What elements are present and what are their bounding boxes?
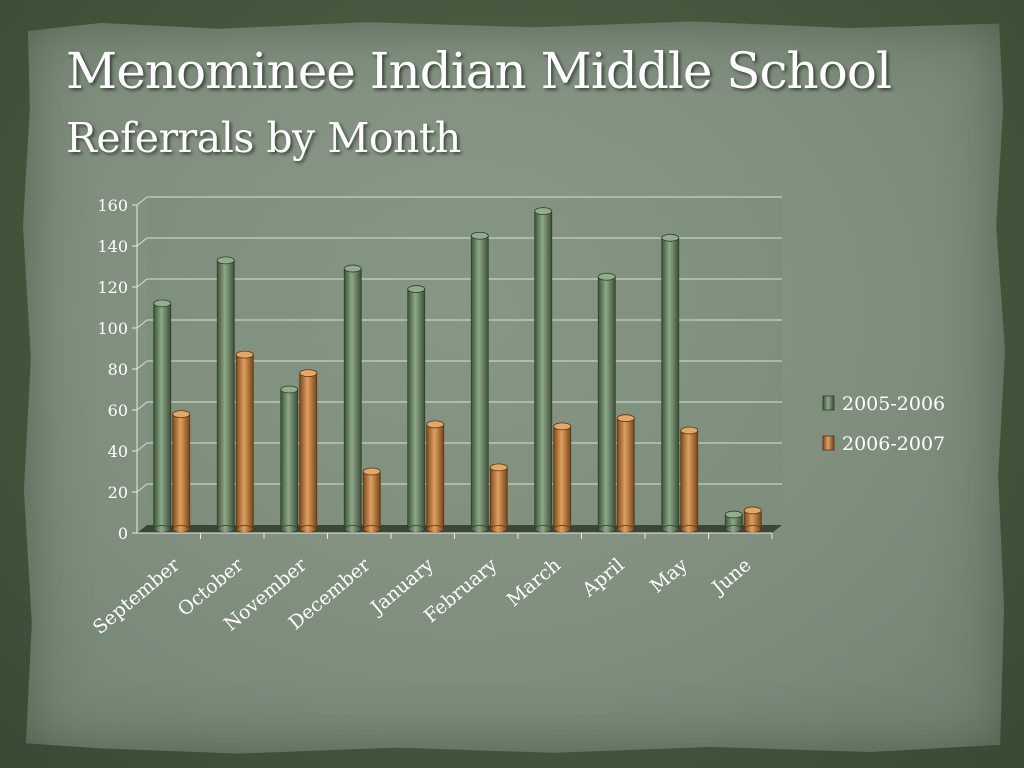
bar-top-2006-2007-November [299,369,318,378]
bar-base-2006-2007-March [553,525,572,533]
bar-base-2005-2006-March [534,525,553,533]
bar-2006-2007-December [362,471,381,530]
legend-label-2005-2006: 2005-2006 [842,393,945,415]
bar-base-2006-2007-April [616,525,635,533]
bar-2005-2006-March [534,210,553,530]
y-tick-label: 80 [108,360,128,379]
bar-base-2006-2007-January [426,525,445,533]
x-tick-label: March [503,554,565,611]
x-tick-label: April [577,554,628,602]
legend-swatch-2006-2007 [822,435,835,451]
bar-top-2006-2007-March [553,422,572,431]
bar-2006-2007-May [680,430,699,530]
bar-top-2005-2006-June [724,510,743,519]
y-tick-label: 140 [97,237,128,256]
bar-top-2006-2007-December [362,467,381,476]
bar-base-2005-2006-June [724,525,743,533]
grid-line-side [136,442,148,452]
grid-line-side [136,278,148,288]
slide-subtitle: Referrals by Month [66,114,461,162]
bar-base-2005-2006-January [407,525,426,533]
bar-base-2005-2006-October [216,525,235,533]
grid-line-side [136,319,148,329]
bar-base-2006-2007-February [489,525,508,533]
bar-top-2005-2006-March [534,207,553,216]
slide-title: Menominee Indian Middle School [66,42,892,100]
bar-base-2006-2007-November [299,525,318,533]
y-tick-label: 160 [97,196,128,215]
x-tick-label: May [646,554,692,598]
bar-2005-2006-January [407,288,426,530]
bar-top-2005-2006-February [470,231,489,240]
legend: 2005-2006 2006-2007 [822,393,945,455]
bar-top-2005-2006-October [216,256,235,265]
grid-line-side [136,196,148,206]
bar-2006-2007-April [616,417,635,530]
bar-2005-2006-December [343,268,362,530]
bar-2006-2007-November [299,372,318,530]
x-tick-label: June [707,554,756,600]
y-tick-label: 100 [97,319,128,338]
bar-top-2005-2006-December [343,264,362,273]
bar-top-2006-2007-September [172,410,191,419]
bar-base-2005-2006-September [153,525,172,533]
bar-2005-2006-May [661,237,680,530]
bar-top-2006-2007-May [680,426,699,435]
legend-label-2006-2007: 2006-2007 [842,433,945,455]
legend-swatch-2005-2006 [822,395,835,411]
y-tick-label: 60 [108,401,128,420]
grid-line-side [136,401,148,411]
bars-group [153,207,762,533]
bar-base-2006-2007-December [362,525,381,533]
grid-line-side [136,237,148,247]
bar-base-2005-2006-November [280,525,299,533]
bar-2005-2006-September [153,302,172,530]
y-tick-label: 20 [108,483,128,502]
y-axis: 0 20 40 60 80 100 120 140 160 [97,196,138,543]
bar-2006-2007-October [235,354,254,530]
paper-panel [22,21,1006,754]
bar-top-2005-2006-January [407,285,426,293]
bar-2005-2006-November [280,389,299,530]
bar-base-2005-2006-February [470,525,489,533]
bar-top-2005-2006-September [153,299,172,308]
bar-top-2006-2007-April [616,414,635,423]
bar-top-2006-2007-January [426,420,445,429]
bar-base-2006-2007-June [743,525,762,533]
bar-base-2005-2006-April [597,525,616,533]
bar-2005-2006-April [597,276,616,530]
bar-base-2006-2007-September [172,525,191,533]
bar-base-2005-2006-May [661,525,680,533]
bar-2006-2007-January [426,423,445,530]
bar-top-2006-2007-February [489,463,508,472]
bar-top-2005-2006-November [280,385,299,394]
bar-2006-2007-March [553,425,572,530]
bar-top-2005-2006-April [597,272,616,281]
y-tick-label: 40 [108,442,128,461]
grid-line-side [136,483,148,493]
bar-top-2006-2007-June [743,506,762,515]
bar-base-2005-2006-December [343,525,362,533]
bar-2006-2007-February [489,466,508,530]
x-tick-label: September [89,553,185,638]
bar-top-2005-2006-May [661,233,680,242]
bar-base-2006-2007-October [235,525,254,533]
bar-2005-2006-October [216,259,235,530]
bar-2005-2006-February [470,235,489,530]
grid-line-side [136,360,148,370]
y-tick-label: 120 [97,278,128,297]
y-tick-label: 0 [118,524,128,543]
bar-base-2006-2007-May [680,525,699,533]
bar-2006-2007-September [172,413,191,530]
bar-top-2006-2007-October [235,350,254,359]
x-axis: SeptemberOctoberNovemberDecemberJanuaryF… [89,532,773,639]
